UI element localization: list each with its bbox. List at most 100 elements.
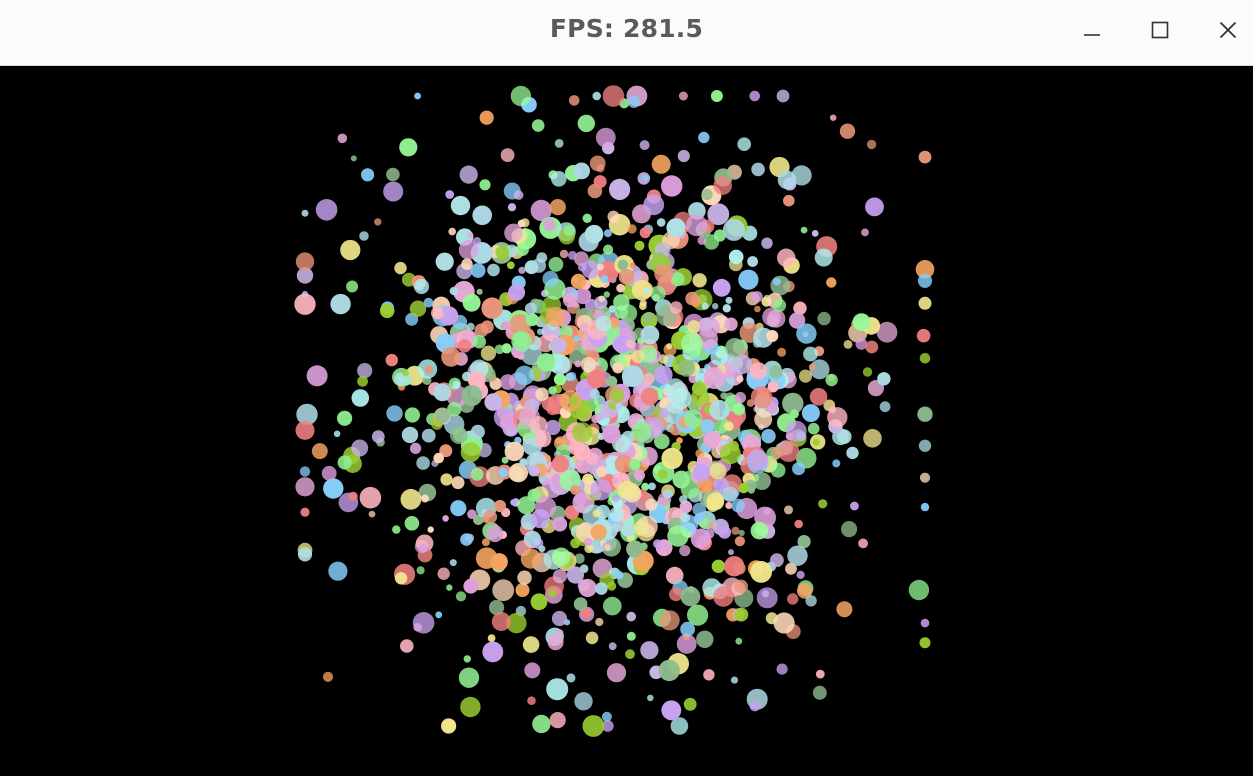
- particle: [522, 636, 540, 653]
- particle: [687, 604, 709, 626]
- particle: [321, 465, 337, 481]
- particle: [584, 537, 593, 546]
- particle: [711, 559, 726, 573]
- particle: [877, 372, 891, 386]
- particle: [665, 566, 684, 585]
- particle: [713, 229, 726, 242]
- particle: [640, 387, 659, 406]
- particle: [734, 391, 746, 404]
- particle: [552, 569, 568, 584]
- particle: [654, 433, 670, 450]
- particle: [703, 430, 721, 449]
- particle: [917, 406, 933, 422]
- particle: [626, 611, 636, 622]
- particle: [814, 248, 833, 267]
- particle: [591, 414, 600, 424]
- particle: [750, 561, 772, 583]
- particle: [446, 584, 453, 591]
- particle: [421, 494, 429, 503]
- particle: [609, 317, 620, 328]
- particle: [685, 214, 708, 237]
- particle: [552, 516, 568, 532]
- particle: [297, 547, 313, 562]
- particle: [300, 507, 310, 517]
- particle: [541, 396, 557, 411]
- particle: [862, 367, 873, 377]
- particle: [920, 502, 930, 512]
- title-bar[interactable]: FPS: 281.5: [0, 0, 1253, 66]
- particle: [667, 525, 689, 547]
- particle: [508, 463, 529, 483]
- particle: [452, 380, 461, 389]
- particle: [470, 424, 485, 439]
- particle: [691, 381, 707, 396]
- particle: [681, 332, 703, 355]
- particle: [595, 617, 604, 627]
- particle: [916, 328, 931, 343]
- particle: [747, 256, 758, 267]
- particle: [386, 167, 400, 182]
- particle: [337, 133, 348, 144]
- particle: [473, 514, 484, 526]
- particle: [692, 273, 707, 288]
- particle: [357, 375, 368, 387]
- particle: [687, 320, 701, 334]
- particle: [787, 593, 799, 605]
- particle: [520, 548, 541, 569]
- particle: [574, 287, 592, 305]
- particle: [350, 155, 357, 162]
- particle: [351, 439, 369, 457]
- particle: [570, 485, 581, 495]
- close-button[interactable]: [1206, 10, 1250, 50]
- particle: [770, 462, 786, 478]
- particle: [710, 90, 723, 102]
- particle: [542, 270, 559, 287]
- particle: [722, 218, 745, 241]
- particle: [574, 493, 587, 506]
- particle: [749, 90, 760, 102]
- maximize-button[interactable]: [1138, 10, 1182, 50]
- particle: [470, 263, 486, 278]
- particle: [666, 343, 673, 350]
- particle: [296, 267, 314, 284]
- particle: [340, 239, 361, 261]
- particle: [585, 631, 599, 645]
- particle: [651, 154, 671, 174]
- particle: [495, 245, 510, 260]
- particle: [435, 252, 454, 271]
- particle: [442, 515, 449, 522]
- particle: [392, 525, 401, 534]
- particle: [361, 168, 375, 182]
- particle: [634, 240, 645, 251]
- particle: [734, 536, 746, 547]
- particle: [489, 599, 505, 616]
- particle: [371, 430, 385, 443]
- particle: [843, 340, 853, 349]
- particle: [725, 338, 745, 358]
- particle: [607, 210, 620, 223]
- particle: [669, 387, 692, 410]
- particle: [751, 162, 765, 177]
- particle: [596, 263, 604, 271]
- particle: [498, 467, 509, 478]
- particle: [508, 283, 526, 301]
- particle: [919, 353, 931, 364]
- minimize-button[interactable]: [1070, 10, 1114, 50]
- particle: [785, 562, 797, 575]
- particle: [434, 407, 451, 424]
- particle: [680, 479, 700, 499]
- particle: [666, 218, 686, 238]
- particle: [399, 138, 418, 157]
- particle: [506, 612, 527, 634]
- particle: [761, 237, 773, 249]
- particle: [491, 612, 511, 631]
- particle: [653, 539, 662, 549]
- particle: [518, 266, 526, 274]
- particle: [466, 322, 475, 331]
- particle: [545, 419, 561, 436]
- render-canvas[interactable]: [0, 66, 1253, 776]
- particle: [600, 275, 609, 284]
- maximize-icon: [1151, 21, 1169, 39]
- particle: [410, 442, 422, 454]
- particle: [556, 444, 571, 459]
